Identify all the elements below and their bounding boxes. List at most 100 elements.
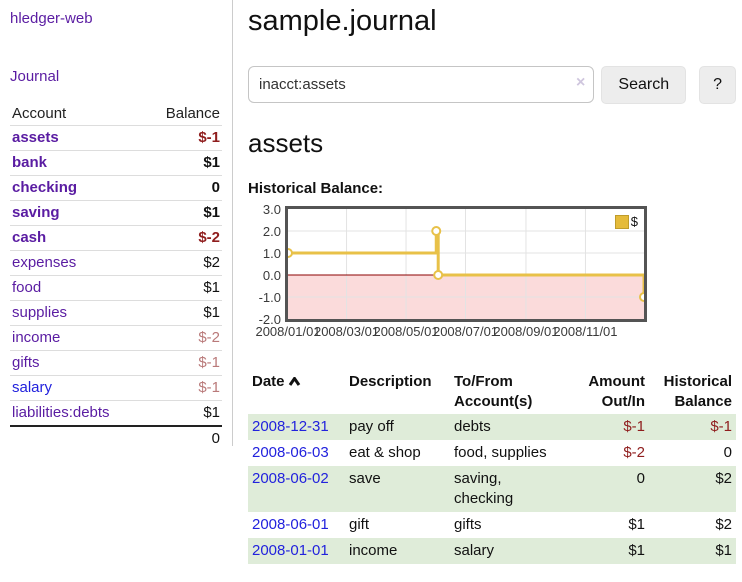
account-row: income $-2 bbox=[10, 325, 222, 351]
account-link-bank[interactable]: bank bbox=[12, 154, 48, 171]
help-button[interactable]: ? bbox=[699, 66, 736, 104]
legend-swatch-icon bbox=[614, 214, 629, 229]
account-row: liabilities:debts $1 bbox=[10, 400, 222, 427]
transaction-balance: $2 bbox=[715, 516, 732, 533]
transaction-balance: $-1 bbox=[710, 418, 732, 435]
register-row: 2008-01-01 income salary $1 $1 bbox=[248, 538, 736, 564]
clear-search-icon[interactable]: × bbox=[576, 74, 586, 91]
y-tick-label: -1.0 bbox=[258, 290, 281, 305]
accounts-header-account: Account bbox=[12, 105, 67, 122]
account-balance: 0 bbox=[211, 179, 220, 196]
account-row: bank $1 bbox=[10, 150, 222, 176]
transaction-date-link[interactable]: 2008-06-03 bbox=[252, 444, 329, 461]
account-balance: $-2 bbox=[198, 229, 220, 246]
register-table: Date Description To/From Account(s) Amou… bbox=[248, 370, 736, 564]
y-tick-label: 0.0 bbox=[262, 268, 281, 283]
account-heading: assets bbox=[248, 128, 324, 158]
account-link-expenses[interactable]: expenses bbox=[12, 254, 77, 271]
y-tick-label: 3.0 bbox=[262, 202, 281, 217]
account-row: supplies $1 bbox=[10, 300, 222, 326]
chart-title: Historical Balance: bbox=[248, 180, 384, 197]
transaction-balance: $2 bbox=[715, 470, 732, 487]
historical-balance-chart: 3.0 2.0 1.0 0.0 -1.0 -2.0 $ 2008/01/01 2008/03… bbox=[248, 202, 648, 344]
search-input[interactable] bbox=[248, 66, 595, 103]
account-link-liabilities-debts[interactable]: liabilities:debts bbox=[12, 404, 110, 421]
account-row: expenses $2 bbox=[10, 250, 222, 276]
legend-label: $ bbox=[630, 214, 638, 229]
account-balance: $-2 bbox=[198, 329, 220, 346]
accounts-total-balance: 0 bbox=[211, 430, 220, 447]
register-header-row: Date Description To/From Account(s) Amou… bbox=[248, 370, 736, 414]
transaction-date-link[interactable]: 2008-06-02 bbox=[252, 470, 329, 487]
account-link-saving[interactable]: saving bbox=[12, 204, 60, 221]
transaction-date-link[interactable]: 2008-06-01 bbox=[252, 516, 329, 533]
register-row: 2008-12-31 pay off debts $-1 $-1 bbox=[248, 414, 736, 440]
accounts-table: Account Balance assets $-1 bank $1 check… bbox=[10, 102, 222, 451]
account-link-cash[interactable]: cash bbox=[12, 229, 47, 246]
x-tick-label: 2008/09/01 bbox=[493, 324, 559, 339]
page-title: sample.journal bbox=[248, 5, 437, 37]
x-tick-label: 2008/05/01 bbox=[373, 324, 439, 339]
transaction-accounts: food, supplies bbox=[454, 444, 547, 461]
chart-plot-area: $ bbox=[285, 206, 647, 322]
account-row: gifts $-1 bbox=[10, 350, 222, 376]
account-row: saving $1 bbox=[10, 200, 222, 226]
sort-ascending-icon bbox=[288, 375, 300, 386]
register-header-date[interactable]: Date bbox=[248, 370, 345, 414]
sidebar: hledger-web Journal Account Balance asse… bbox=[0, 0, 233, 447]
account-link-food[interactable]: food bbox=[12, 279, 42, 296]
account-balance: $-1 bbox=[198, 354, 220, 371]
register-header-balance: Historical Balance bbox=[663, 373, 732, 410]
account-balance: $1 bbox=[203, 154, 220, 171]
transaction-description: eat & shop bbox=[349, 444, 421, 461]
chart-legend: $ bbox=[612, 213, 640, 230]
search-button[interactable]: Search bbox=[601, 66, 687, 104]
search-box: × bbox=[248, 66, 595, 104]
sidebar-item-journal[interactable]: Journal bbox=[10, 68, 60, 85]
transaction-balance: 0 bbox=[723, 444, 732, 461]
transaction-accounts: gifts bbox=[454, 516, 482, 533]
transaction-balance: $1 bbox=[715, 542, 732, 559]
transaction-accounts: saving, checking bbox=[454, 470, 514, 507]
accounts-header-balance: Balance bbox=[165, 105, 220, 122]
register-header-accounts: To/From Account(s) bbox=[454, 373, 533, 410]
account-balance: $-1 bbox=[198, 379, 220, 396]
brand-link[interactable]: hledger-web bbox=[10, 10, 93, 27]
x-tick-label: 2008/03/01 bbox=[313, 324, 380, 339]
transaction-amount: $-2 bbox=[623, 444, 645, 461]
main-content: sample.journal × Search ? assets Histori… bbox=[248, 0, 736, 564]
account-link-checking[interactable]: checking bbox=[12, 179, 78, 196]
account-row: assets $-1 bbox=[10, 125, 222, 151]
register-header-description: Description bbox=[349, 373, 432, 390]
account-row: salary $-1 bbox=[10, 375, 222, 401]
account-link-gifts[interactable]: gifts bbox=[12, 354, 40, 371]
account-balance: $-1 bbox=[198, 129, 220, 146]
transaction-date-link[interactable]: 2008-01-01 bbox=[252, 542, 329, 559]
y-tick-label: -2.0 bbox=[258, 312, 281, 327]
search-bar: × Search ? bbox=[248, 66, 736, 104]
register-header-amount: Amount Out/In bbox=[588, 373, 645, 410]
chart-canvas bbox=[288, 209, 644, 319]
transaction-amount: $1 bbox=[628, 516, 645, 533]
account-row: cash $-2 bbox=[10, 225, 222, 251]
account-link-salary[interactable]: salary bbox=[12, 379, 53, 396]
register-row: 2008-06-01 gift gifts $1 $2 bbox=[248, 512, 736, 538]
transaction-accounts: debts bbox=[454, 418, 491, 435]
account-balance: $1 bbox=[203, 404, 220, 421]
account-balance: $1 bbox=[203, 279, 220, 296]
transaction-date-link[interactable]: 2008-12-31 bbox=[252, 418, 329, 435]
account-link-assets[interactable]: assets bbox=[12, 129, 59, 146]
account-row: food $1 bbox=[10, 275, 222, 301]
x-tick-label: 2008/01/01 bbox=[255, 324, 321, 339]
accounts-header-row: Account Balance bbox=[10, 102, 222, 126]
transaction-description: pay off bbox=[349, 418, 394, 435]
accounts-total-row: 0 bbox=[10, 426, 222, 451]
transaction-description: income bbox=[349, 542, 398, 559]
transaction-description: gift bbox=[349, 516, 370, 533]
transaction-amount: $-1 bbox=[623, 418, 645, 435]
account-link-supplies[interactable]: supplies bbox=[12, 304, 68, 321]
account-link-income[interactable]: income bbox=[12, 329, 61, 346]
account-row: checking 0 bbox=[10, 175, 222, 201]
account-balance: $1 bbox=[203, 204, 220, 221]
transaction-amount: $1 bbox=[628, 542, 645, 559]
